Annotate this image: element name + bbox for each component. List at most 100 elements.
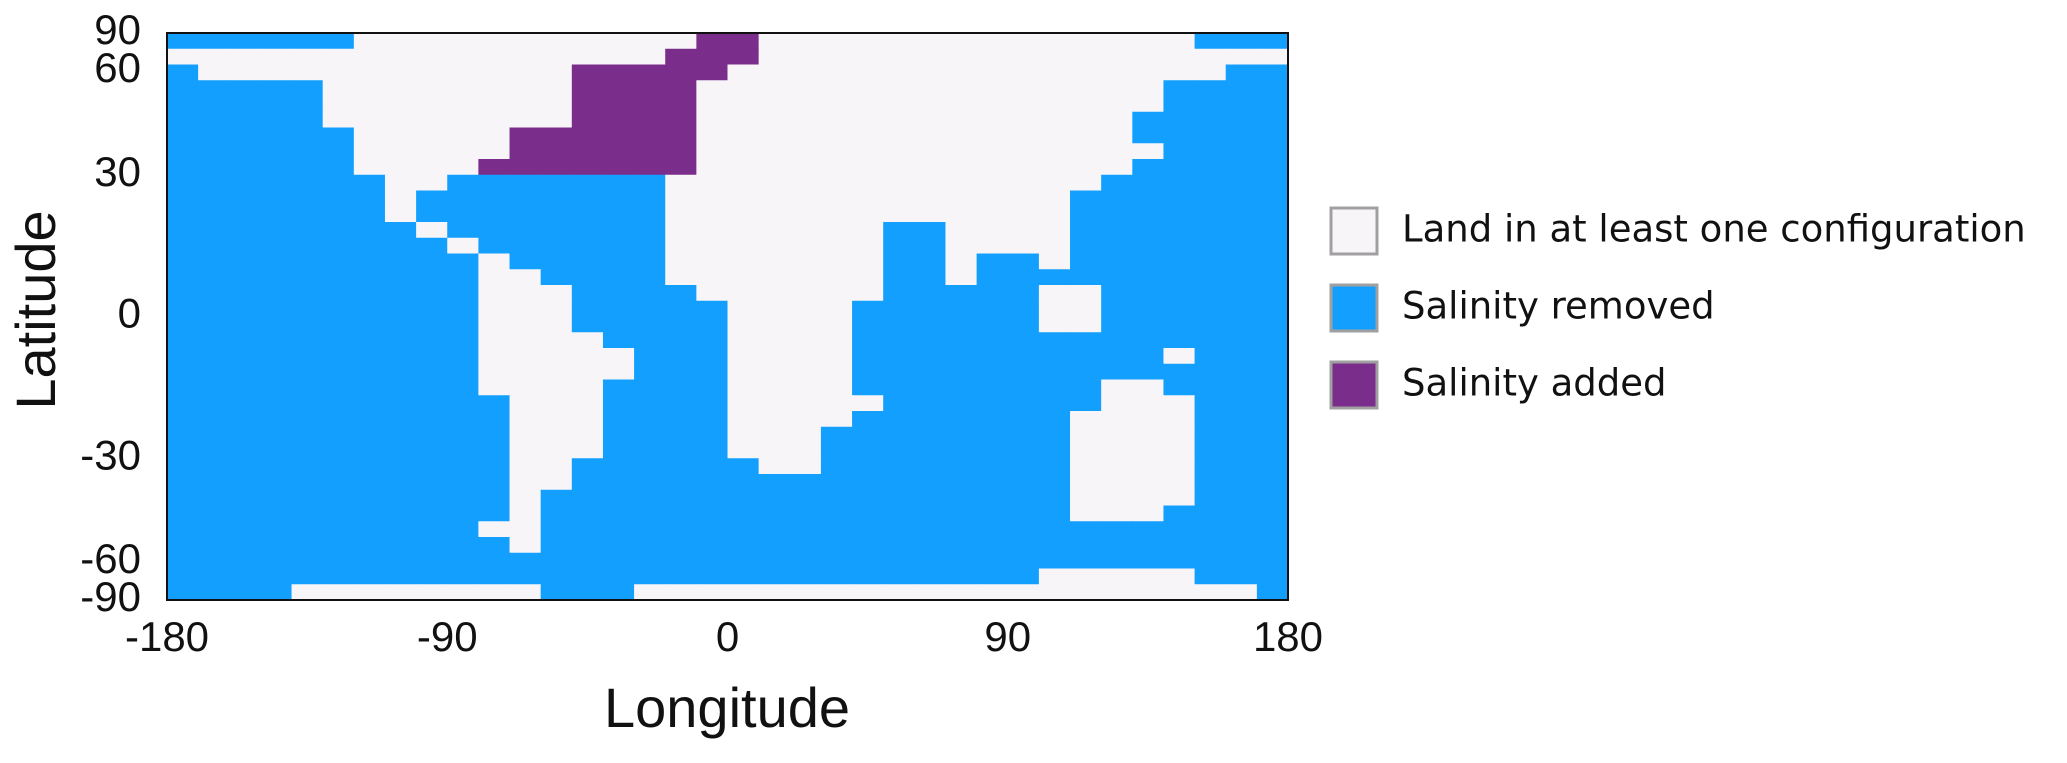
- map-cell: [1225, 33, 1258, 50]
- map-cell: [820, 222, 853, 239]
- map-cell: [571, 521, 604, 538]
- y-tick-label: 30: [94, 148, 141, 195]
- map-cell: [198, 552, 230, 570]
- map-cell: [447, 159, 479, 176]
- map-cell: [260, 190, 293, 207]
- map-cell: [914, 552, 947, 570]
- map-cell: [322, 316, 355, 333]
- map-cell: [353, 458, 386, 475]
- map-cell: [758, 584, 791, 601]
- map-cell: [416, 48, 448, 66]
- map-cell: [540, 442, 573, 459]
- map-cell: [696, 269, 729, 286]
- map-cell: [1132, 489, 1165, 507]
- y-tick-label: 0: [118, 290, 141, 337]
- map-cell: [291, 206, 324, 223]
- map-cell: [509, 489, 542, 507]
- map-cell: [167, 521, 199, 538]
- map-cell: [540, 174, 573, 192]
- map-cell: [1038, 222, 1071, 239]
- map-cell: [852, 489, 884, 507]
- map-cell: [167, 174, 199, 192]
- map-cell: [229, 442, 262, 459]
- map-cell: [602, 64, 635, 81]
- map-cell: [1225, 348, 1258, 365]
- map-cell: [1070, 48, 1102, 66]
- map-cell: [571, 442, 604, 459]
- map-cell: [602, 253, 635, 270]
- map-cell: [696, 379, 729, 396]
- map-cell: [322, 206, 355, 223]
- map-cell: [167, 33, 199, 50]
- map-cell: [260, 174, 293, 192]
- map-cell: [1132, 552, 1165, 570]
- map-cell: [1007, 584, 1040, 601]
- map-cell: [665, 348, 697, 365]
- map-cell: [198, 489, 230, 507]
- map-cell: [322, 269, 355, 286]
- map-cell: [1101, 222, 1133, 239]
- map-cell: [1132, 96, 1165, 113]
- map-cell: [820, 127, 853, 144]
- map-cell: [1163, 537, 1196, 554]
- map-cell: [634, 426, 666, 444]
- map-cell: [789, 80, 822, 97]
- map-cell: [883, 458, 915, 475]
- map-cell: [478, 33, 511, 50]
- map-cell: [353, 348, 386, 365]
- map-cell: [1038, 111, 1071, 129]
- map-cell: [1194, 426, 1227, 444]
- map-cell: [945, 222, 978, 239]
- map-cell: [571, 159, 604, 176]
- map-cell: [1256, 237, 1289, 255]
- map-cell: [416, 568, 448, 585]
- map-cell: [540, 521, 573, 538]
- map-cell: [540, 285, 573, 302]
- map-cell: [540, 222, 573, 239]
- map-cell: [384, 505, 417, 522]
- map-cell: [665, 143, 697, 160]
- map-cell: [198, 505, 230, 522]
- map-cell: [758, 222, 791, 239]
- map-cell: [1256, 33, 1289, 50]
- map-cell: [447, 206, 479, 223]
- map-cell: [571, 300, 604, 318]
- map-cell: [665, 190, 697, 207]
- map-cell: [1101, 237, 1133, 255]
- map-cell: [1007, 190, 1040, 207]
- map-cell: [820, 458, 853, 475]
- map-cell: [198, 426, 230, 444]
- map-cell: [198, 64, 230, 81]
- map-cell: [416, 363, 448, 381]
- map-cell: [167, 80, 199, 97]
- map-cell: [727, 80, 760, 97]
- map-cell: [602, 159, 635, 176]
- map-cell: [478, 363, 511, 381]
- map-cell: [634, 269, 666, 286]
- map-cell: [509, 285, 542, 302]
- map-cell: [852, 568, 884, 585]
- map-cell: [1070, 80, 1102, 97]
- map-cell: [167, 584, 199, 601]
- map-cell: [820, 348, 853, 365]
- map-cell: [1256, 521, 1289, 538]
- map-cell: [1038, 269, 1071, 286]
- map-cell: [1256, 253, 1289, 270]
- map-cell: [945, 458, 978, 475]
- map-cell: [820, 33, 853, 50]
- map-cell: [1101, 269, 1133, 286]
- map-cell: [416, 237, 448, 255]
- map-cell: [167, 332, 199, 349]
- map-cell: [322, 96, 355, 113]
- map-cell: [1256, 111, 1289, 129]
- map-cell: [478, 552, 511, 570]
- map-cell: [198, 584, 230, 601]
- map-cell: [976, 127, 1009, 144]
- y-tick-label: -90: [80, 573, 141, 620]
- map-cell: [820, 64, 853, 81]
- map-cell: [852, 300, 884, 318]
- map-cell: [322, 411, 355, 428]
- map-cell: [1132, 300, 1165, 318]
- map-cell: [1132, 143, 1165, 160]
- map-cell: [1101, 190, 1133, 207]
